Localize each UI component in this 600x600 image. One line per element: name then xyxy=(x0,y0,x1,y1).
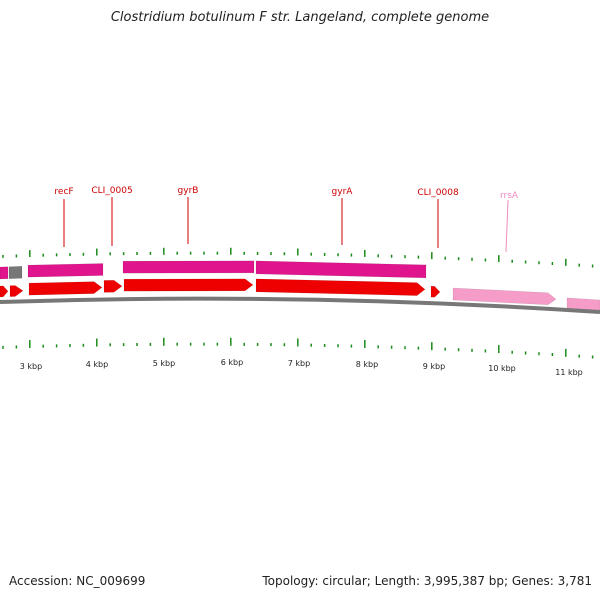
cds-arrow xyxy=(28,281,103,296)
scale-label: 3 kbp xyxy=(20,362,42,371)
scale-label: 5 kbp xyxy=(153,359,175,368)
top-tick-marks xyxy=(2,247,594,268)
cds-arrow xyxy=(255,278,426,296)
scale-labels: 3 kbp 4 kbp 5 kbp 6 kbp 7 kbp 8 kbp 9 kb… xyxy=(20,358,583,377)
genome-summary-text: Topology: circular; Length: 3,995,387 bp… xyxy=(262,574,592,588)
scale-label: 4 kbp xyxy=(86,360,108,369)
genome-backbone xyxy=(0,296,600,314)
scale-label: 10 kbp xyxy=(488,364,516,373)
scale-label: 6 kbp xyxy=(221,358,243,367)
feature-track xyxy=(0,260,600,313)
gene-feature xyxy=(255,260,427,279)
gene-feature xyxy=(8,266,23,279)
accession-text: Accession: NC_009699 xyxy=(9,574,146,588)
gene-label-cli0005: CLI_0005 xyxy=(91,186,132,196)
scale-label: 8 kbp xyxy=(356,360,378,369)
map-title: Clostridium botulinum F str. Langeland, … xyxy=(110,10,490,25)
label-leader-line xyxy=(505,199,509,253)
cds-arrow xyxy=(123,278,254,292)
gene-feature xyxy=(27,263,104,278)
gene-label-recf: recF xyxy=(54,187,73,197)
gene-label-cli0008: CLI_0008 xyxy=(417,188,459,198)
cds-arrow xyxy=(9,285,24,297)
gene-feature xyxy=(122,260,255,274)
gene-label-gyrb: gyrB xyxy=(178,186,199,196)
gene-feature xyxy=(0,266,9,280)
scale-ticks xyxy=(2,337,594,359)
gene-label-rrsa: rrsA xyxy=(500,191,519,201)
gene-label-gyra: gyrA xyxy=(332,187,354,197)
cds-arrow xyxy=(430,285,441,298)
cds-arrow xyxy=(103,280,123,293)
scale-label: 9 kbp xyxy=(423,362,445,371)
cds-arrow xyxy=(0,285,9,298)
scale-label: 11 kbp xyxy=(555,368,583,377)
scale-label: 7 kbp xyxy=(288,359,310,368)
gene-labels: recF CLI_0005 gyrB gyrA CLI_0008 rrsA xyxy=(54,186,519,253)
rrna-arrow xyxy=(452,287,557,306)
